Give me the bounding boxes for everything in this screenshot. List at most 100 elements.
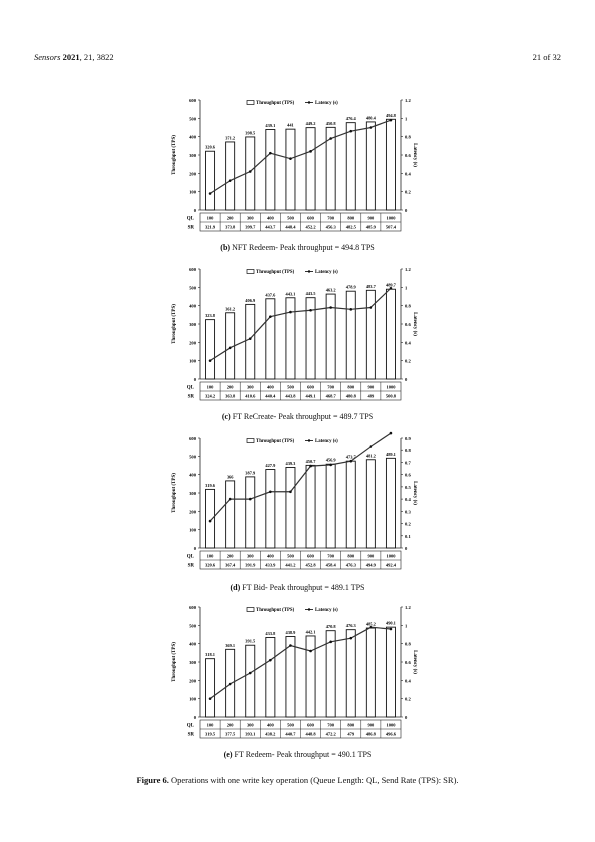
bar-value-label: 438.9	[286, 630, 297, 635]
legend-bar-swatch	[246, 438, 255, 443]
bar-value-label: 450.8	[326, 121, 337, 126]
caption-text: FT Bid- Peak throughput = 489.1 TPS	[240, 583, 365, 592]
chart-panel-e: 0 100 200 300 400 500 600 0 0.2 0.4 0.6 0.8 1 1.2 Thro…	[165, 599, 420, 749]
y2-tick-label: 0.1	[405, 534, 411, 539]
sr-value: 438.2	[265, 732, 276, 737]
legend-line-label: Latency (s)	[315, 270, 338, 275]
sr-value: 363.8	[225, 394, 236, 399]
sr-value: 441.2	[285, 563, 296, 568]
bar-value-label: 369.1	[225, 643, 235, 648]
latency-point	[389, 431, 393, 435]
throughput-bar	[385, 118, 396, 211]
throughput-bar	[305, 297, 316, 380]
sr-value: 324.2	[205, 394, 216, 399]
figure-caption-text: Operations with one write key operation …	[168, 775, 459, 785]
subfigure-caption-b: (b) NFT Redeem- Peak throughput = 494.8 …	[0, 243, 595, 252]
ql-value: 100	[207, 216, 215, 221]
y2-tick-label: 0.8	[405, 135, 411, 140]
throughput-bar	[365, 121, 376, 211]
sr-value: 456.3	[326, 225, 337, 230]
latency-point	[369, 126, 373, 129]
throughput-bar	[365, 289, 376, 380]
throughput-bar	[345, 629, 356, 718]
bar-value-label: 366	[227, 474, 234, 479]
throughput-bar	[345, 122, 356, 211]
ql-value: 200	[227, 723, 235, 728]
latency-point	[329, 463, 332, 467]
bar-value-label: 318.1	[205, 652, 215, 657]
y-tick-label: 600	[189, 436, 197, 441]
y-tick-label: 0	[194, 208, 197, 213]
ql-value: 1000	[386, 723, 396, 728]
throughput-bar	[305, 635, 316, 718]
subfigure-caption-d: (d) FT Bid- Peak throughput = 489.1 TPS	[0, 583, 595, 592]
latency-point	[228, 682, 232, 686]
throughput-bar	[265, 298, 276, 380]
sr-value: 496.6	[386, 732, 397, 737]
legend-bar-label: Throughput (TPS)	[256, 101, 295, 106]
y-tick-label: 0	[194, 546, 197, 551]
ql-value: 600	[307, 385, 315, 390]
throughput-bar	[385, 457, 396, 549]
caption-letter: (e)	[223, 750, 233, 759]
subfigure-caption-c: (c) FT ReCreate- Peak throughput = 489.7…	[0, 412, 595, 421]
latency-point	[208, 359, 212, 362]
sr-value: 391.9	[245, 563, 256, 568]
sr-value: 367.4	[225, 563, 236, 568]
y2-tick-label: 0.2	[405, 190, 411, 195]
ql-value: 200	[227, 385, 235, 390]
legend-bar-swatch	[246, 269, 255, 274]
ql-value: 600	[307, 216, 315, 221]
y2-axis-title: Latency (s)	[412, 481, 417, 505]
bar-value-label: 323.8	[205, 313, 216, 318]
y-tick-label: 400	[189, 304, 197, 309]
sr-value: 494.9	[366, 563, 377, 568]
ql-value: 200	[227, 216, 235, 221]
sr-value: 507.4	[386, 225, 397, 230]
y-tick-label: 300	[189, 660, 197, 665]
latency-point	[208, 697, 212, 700]
sr-value: 410.6	[245, 394, 256, 399]
figure-caption: Figure 6. Operations with one write key …	[0, 775, 595, 785]
legend-bar-swatch	[246, 100, 255, 105]
sr-value: 443.8	[285, 394, 296, 399]
y2-tick-label: 0.4	[405, 678, 411, 683]
y-tick-label: 500	[189, 116, 197, 121]
y2-tick-label: 0.2	[405, 697, 411, 702]
chart-panel-b: 0 100 200 300 400 500 600 0 0.2 0.4 0.6 0.8 1 1.2 Thro…	[165, 92, 420, 242]
throughput-bar	[285, 467, 296, 549]
sr-value: 500.8	[386, 394, 397, 399]
y-tick-label: 500	[189, 285, 197, 290]
y-tick-label: 400	[189, 642, 197, 647]
legend-bar-label: Throughput (TPS)	[256, 608, 295, 613]
legend-line-marker	[307, 608, 311, 611]
throughput-bar	[225, 141, 236, 211]
bar-value-label: 489.1	[386, 452, 396, 457]
sr-value: 377.5	[225, 732, 236, 737]
y2-tick-label: 1.2	[405, 98, 411, 103]
chart-svg: 0 100 200 300 400 500 600 0 0.1 0.2 0.3 0.4 0.5 0.6 0.…	[172, 431, 417, 570]
y2-tick-label: 0.6	[405, 473, 411, 478]
throughput-bar	[325, 126, 336, 211]
sr-value: 452.8	[305, 563, 316, 568]
bar-value-label: 490.1	[386, 621, 396, 626]
sr-value: 482.5	[346, 225, 357, 230]
y-tick-label: 500	[189, 623, 197, 628]
bar-value-label: 476.3	[346, 623, 357, 628]
ql-value: 300	[247, 554, 255, 559]
latency-line	[209, 432, 392, 522]
sr-value: 433.9	[265, 563, 276, 568]
ql-value: 700	[327, 385, 335, 390]
ql-value: 400	[267, 216, 275, 221]
y2-tick-label: 0.8	[405, 642, 411, 647]
y2-tick-label: 0.8	[405, 448, 411, 453]
y2-tick-label: 0.4	[405, 171, 411, 176]
sr-value: 489	[367, 394, 375, 399]
y-tick-label: 200	[189, 509, 197, 514]
bar-value-label: 456.9	[326, 458, 337, 463]
bar-value-label: 406.9	[245, 298, 256, 303]
latency-point	[309, 464, 312, 468]
bar-value-label: 439.3	[286, 461, 297, 466]
y-tick-label: 400	[189, 473, 197, 478]
throughput-bar	[245, 303, 256, 380]
